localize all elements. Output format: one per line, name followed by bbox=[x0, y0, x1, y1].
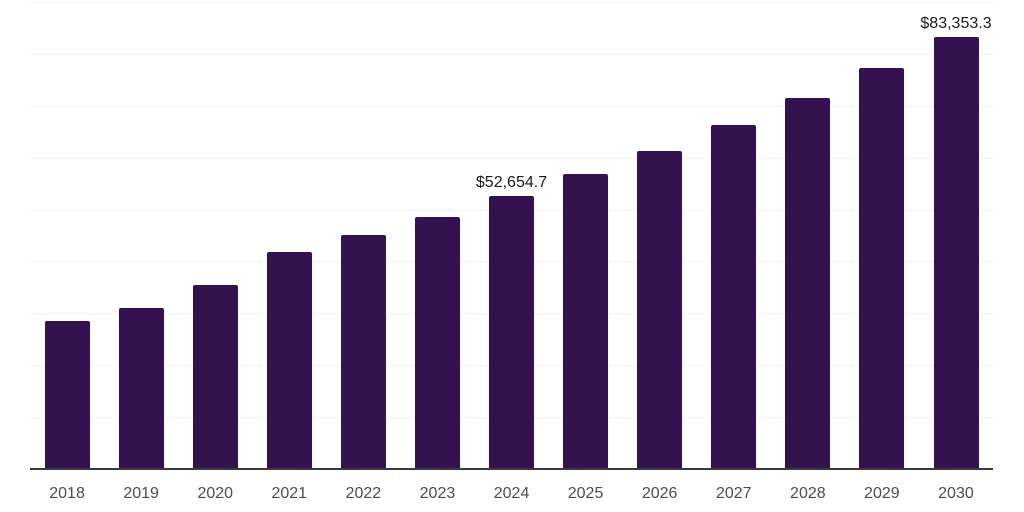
bar-2020 bbox=[192, 284, 238, 468]
data-label-2024: $52,654.7 bbox=[475, 173, 548, 191]
x-tick-label: 2023 bbox=[419, 485, 456, 502]
x-tick-label: 2018 bbox=[49, 485, 85, 502]
x-tick-label: 2025 bbox=[567, 485, 604, 502]
bar-2019 bbox=[118, 308, 164, 468]
x-tick-label: 2027 bbox=[715, 485, 752, 502]
gridline bbox=[30, 157, 993, 159]
gridline bbox=[30, 105, 993, 107]
bar-2018 bbox=[44, 321, 90, 468]
bar-2029 bbox=[859, 68, 905, 468]
x-tick-label: 2019 bbox=[123, 485, 159, 502]
x-tick-label: 2021 bbox=[271, 485, 308, 502]
bar-2025 bbox=[563, 174, 609, 468]
bar-2030 bbox=[933, 36, 979, 468]
x-tick-label: 2022 bbox=[345, 485, 382, 502]
data-label-2030: $83,353.3 bbox=[920, 14, 992, 32]
bar-2026 bbox=[637, 150, 683, 468]
x-tick-label: 2024 bbox=[493, 485, 530, 502]
bar-2022 bbox=[340, 234, 386, 468]
x-axis-line bbox=[30, 468, 993, 470]
bar-2027 bbox=[711, 125, 757, 468]
x-tick-label: 2029 bbox=[864, 485, 900, 502]
x-tick-label: 2020 bbox=[197, 485, 234, 502]
bar-2024 bbox=[489, 195, 534, 468]
gridline bbox=[30, 53, 993, 55]
bar-2023 bbox=[414, 216, 460, 468]
gridline bbox=[30, 2, 993, 3]
x-tick-label: 2026 bbox=[641, 485, 678, 502]
bar-2021 bbox=[266, 252, 312, 468]
bar-2028 bbox=[785, 97, 831, 468]
x-tick-label: 2030 bbox=[938, 485, 974, 502]
x-tick-label: 2028 bbox=[790, 485, 826, 502]
